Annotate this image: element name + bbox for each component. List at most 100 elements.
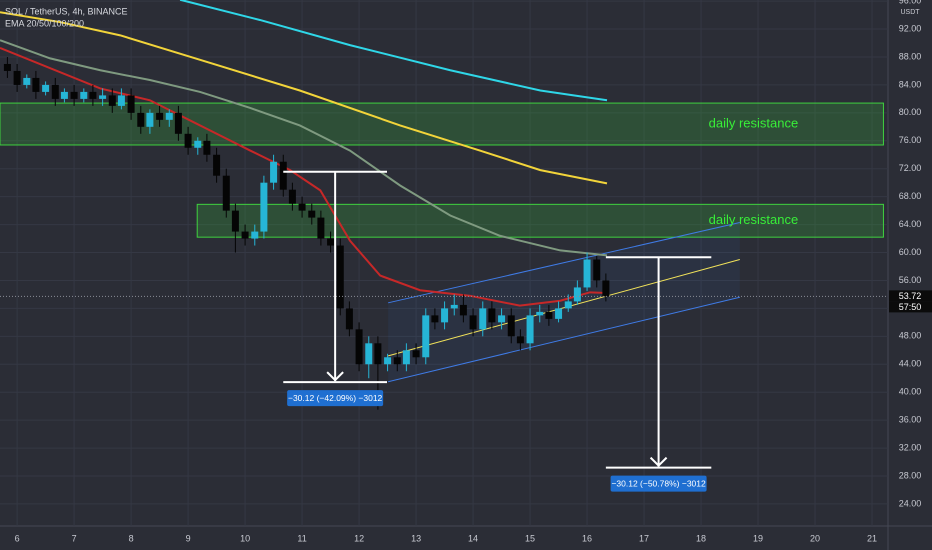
candle-body [450, 304, 458, 309]
candle-body [365, 343, 373, 365]
candle-body [441, 308, 449, 323]
candle-body [23, 77, 31, 85]
measure-label: −30.12 (−50.78%) −3012 [611, 478, 706, 488]
measure-arrowhead [649, 456, 668, 468]
plot-area: −30.12 (−42.09%) −3012 −30.12 (−50.78%) −… [0, 0, 888, 526]
x-tick-label: 18 [696, 533, 706, 543]
candle-body [279, 161, 287, 190]
candle-body [13, 70, 21, 85]
x-tick-label: 11 [297, 533, 306, 543]
candle-body [422, 315, 430, 358]
candle-body [583, 259, 591, 288]
measure-label: −30.12 (−42.09%) −3012 [288, 393, 383, 403]
last-price-box [889, 290, 932, 302]
candle-body [99, 95, 107, 99]
candle-body [298, 203, 306, 211]
candle-body [355, 329, 363, 365]
candle-body [32, 77, 40, 92]
candle-body [479, 308, 487, 330]
candle-body [146, 112, 154, 127]
candle-body [288, 189, 296, 204]
ema-line [0, 46, 608, 307]
x-tick-label: 17 [639, 533, 649, 543]
candle-body [213, 154, 221, 176]
candle-body [516, 336, 524, 344]
candle-body [137, 112, 145, 127]
candle-body [231, 210, 239, 232]
candle-body [573, 287, 581, 302]
countdown-label: 57:50 [899, 302, 922, 312]
x-tick-label: 6 [15, 533, 20, 543]
y-tick-label: 64.00 [899, 219, 922, 229]
candle-body [602, 280, 610, 297]
candle-body [593, 259, 601, 281]
candle-body [327, 238, 335, 246]
candle-body [536, 311, 544, 316]
candle-body [241, 231, 249, 239]
candle-body [393, 357, 401, 365]
y-tick-label: 44.00 [899, 359, 922, 369]
x-tick-label: 16 [582, 533, 592, 543]
candle-body [260, 182, 268, 232]
candle-body [469, 315, 477, 330]
measure-arrowhead [326, 371, 344, 382]
x-tick-label: 8 [129, 533, 134, 543]
x-tick-label: 10 [240, 533, 250, 543]
y-tick-label: 60.00 [899, 247, 922, 257]
zone-label: daily resistance [709, 212, 799, 227]
candle-body [165, 112, 173, 120]
ema-line [0, 11, 608, 185]
candle-body [308, 210, 316, 218]
candle-body [459, 304, 467, 316]
candle-body [412, 350, 420, 358]
channel-line [388, 222, 740, 304]
x-tick-label: 15 [525, 533, 535, 543]
y-tick-label: 92.00 [899, 23, 922, 33]
candle-body [545, 311, 553, 319]
x-tick-label: 19 [753, 533, 763, 543]
candle-body [117, 95, 125, 106]
zone-label: daily resistance [709, 115, 799, 130]
y-tick-label: 80.00 [899, 107, 922, 117]
measure-label-box [287, 390, 384, 407]
measure-label-box [610, 475, 707, 492]
candle-body [80, 91, 88, 99]
candle-body [345, 308, 353, 330]
candle-body [70, 91, 78, 99]
candle-body [384, 357, 392, 365]
y-tick-label: 72.00 [899, 163, 922, 173]
currency-label: USDT [900, 9, 920, 16]
y-tick-label: 28.00 [899, 470, 922, 480]
candle-body [156, 112, 164, 120]
x-tick-label: 13 [411, 533, 421, 543]
candle-body [498, 315, 506, 323]
candle-body [108, 95, 116, 106]
candle-body [374, 343, 382, 365]
y-tick-label: 96.00 [899, 0, 922, 5]
countdown-box [889, 301, 932, 313]
y-tick-label: 36.00 [899, 415, 922, 425]
candle-body [3, 63, 11, 71]
y-tick-label: 76.00 [899, 135, 922, 145]
candle-body [222, 175, 230, 211]
channel-line [388, 259, 740, 357]
candle-body [203, 140, 211, 155]
x-tick-label: 9 [186, 533, 191, 543]
candle-body [564, 301, 572, 309]
y-tick-label: 56.00 [899, 275, 922, 285]
ema-line [0, 39, 608, 257]
candle-body [251, 231, 259, 239]
candle-body [507, 315, 515, 337]
candle-body [402, 350, 410, 365]
candle-body [174, 112, 182, 134]
y-tick-label: 84.00 [899, 79, 922, 89]
channel-fill [388, 222, 740, 382]
channel-line [388, 296, 740, 383]
y-tick-label: 40.00 [899, 387, 922, 397]
candle-body [194, 140, 202, 148]
x-tick-label: 12 [354, 533, 364, 543]
x-tick-label: 20 [810, 533, 820, 543]
candle-body [431, 315, 439, 323]
ema-line [179, 0, 608, 102]
candle-body [526, 315, 534, 344]
